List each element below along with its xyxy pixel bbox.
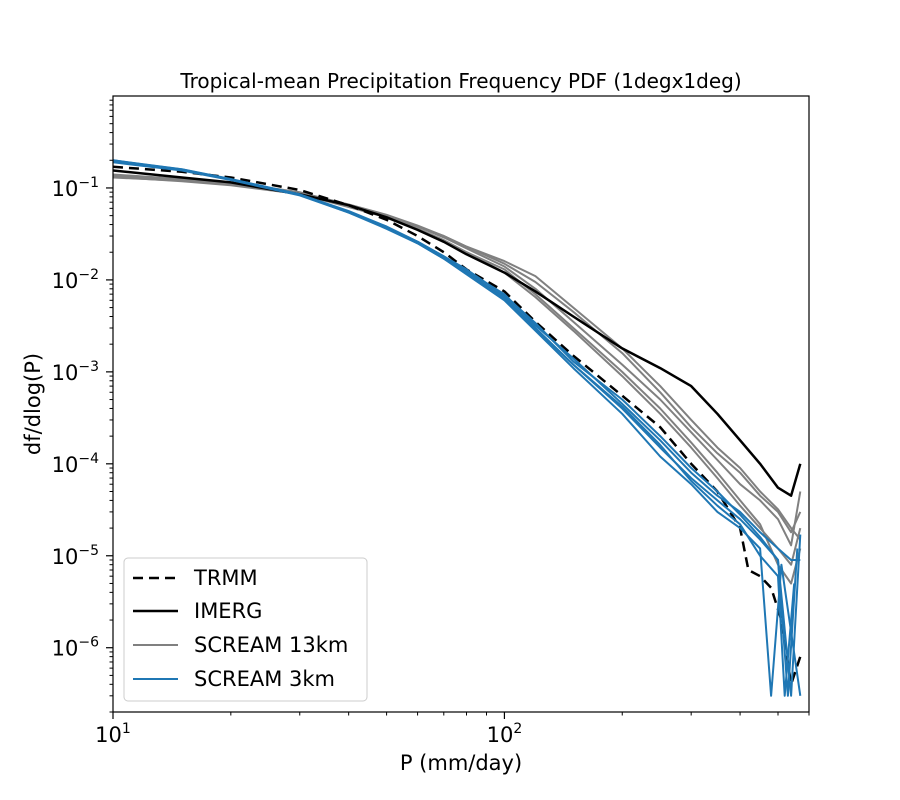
- legend-label-scream-13km: SCREAM 13km: [194, 633, 348, 657]
- y-tick-label: 10−1: [52, 175, 99, 201]
- series-line-imerg: [113, 169, 802, 497]
- y-tick-label: 10−4: [52, 451, 99, 477]
- series-line-scream-3km-5: [113, 159, 796, 697]
- x-tick-label: 101: [95, 721, 131, 747]
- series-line-scream-13km-4: [113, 174, 802, 541]
- series-line-trmm: [113, 165, 802, 686]
- series-layer: [113, 159, 802, 697]
- x-axis-label: P (mm/day): [400, 751, 522, 775]
- legend-label-imerg: IMERG: [194, 599, 262, 623]
- chart-title: Tropical-mean Precipitation Frequency PD…: [179, 69, 741, 93]
- plot-frame: [112, 95, 810, 713]
- legend: TRMM IMERG SCREAM 13km SCREAM 3km: [123, 557, 368, 702]
- legend-label-scream-3km: SCREAM 3km: [194, 667, 335, 691]
- legend-box: [123, 557, 368, 702]
- legend-label-trmm: TRMM: [193, 566, 258, 590]
- y-axis-label: df/dlog(P): [21, 353, 45, 455]
